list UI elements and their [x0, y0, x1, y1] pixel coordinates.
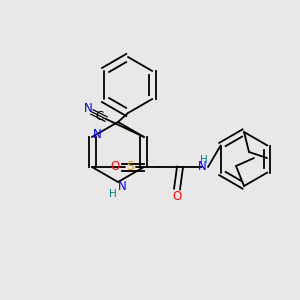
Text: S: S: [126, 160, 134, 173]
Text: N: N: [198, 160, 206, 173]
Text: N: N: [118, 179, 126, 193]
Text: H: H: [109, 189, 117, 199]
Text: N: N: [84, 103, 92, 116]
Text: C: C: [96, 110, 104, 124]
Text: O: O: [110, 160, 120, 173]
Text: H: H: [200, 155, 208, 165]
Text: O: O: [172, 190, 182, 203]
Text: N: N: [93, 128, 101, 142]
